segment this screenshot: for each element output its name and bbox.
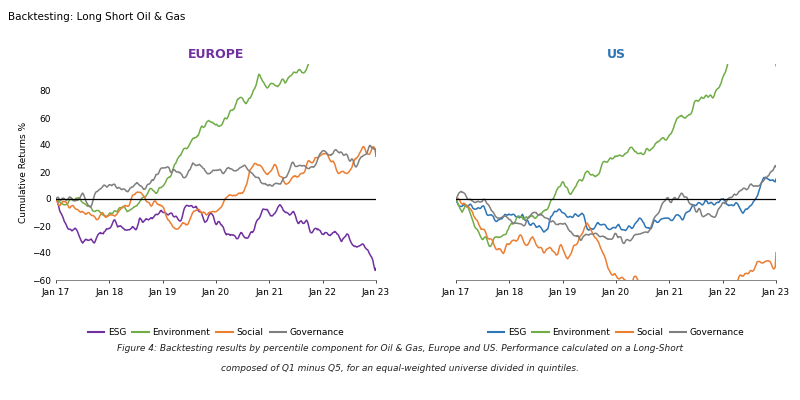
Text: Backtesting: Long Short Oil & Gas: Backtesting: Long Short Oil & Gas <box>8 12 186 22</box>
Legend: ESG, Environment, Social, Governance: ESG, Environment, Social, Governance <box>84 324 348 340</box>
Text: Figure 4: Backtesting results by percentile component for Oil & Gas, Europe and : Figure 4: Backtesting results by percent… <box>117 344 683 353</box>
Y-axis label: Cumulative Returns %: Cumulative Returns % <box>19 122 28 222</box>
Text: composed of Q1 minus Q5, for an equal-weighted universe divided in quintiles.: composed of Q1 minus Q5, for an equal-we… <box>221 364 579 373</box>
Legend: ESG, Environment, Social, Governance: ESG, Environment, Social, Governance <box>484 324 748 340</box>
Title: EUROPE: EUROPE <box>188 48 244 62</box>
Title: US: US <box>606 48 626 62</box>
